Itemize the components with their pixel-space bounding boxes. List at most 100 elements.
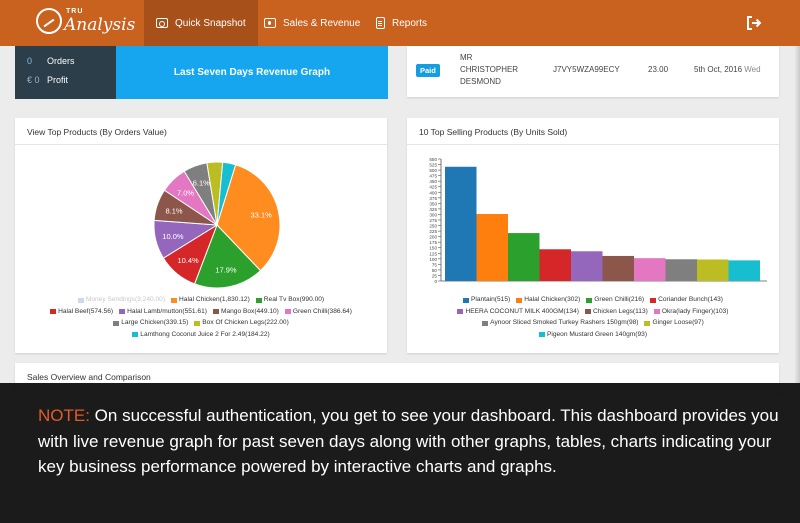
bar[interactable] [539, 249, 572, 281]
legend-item[interactable]: Coriander Bunch(143) [650, 295, 723, 305]
y-tick-label: 450 [429, 179, 437, 184]
legend-item[interactable]: Green Chilli(386.64) [284, 307, 352, 317]
pie-slice-label: 6.1% [193, 178, 210, 187]
pie-slice[interactable] [216, 161, 237, 226]
app-logo[interactable]: TRU Analysis [36, 6, 135, 40]
bar[interactable] [697, 259, 729, 281]
legend-swatch [194, 320, 201, 326]
order-code: J7VY5WZA99ECY [553, 65, 620, 74]
legend-label: Lamthong Coconut Juice 2 For 2.49(184.22… [140, 330, 270, 338]
legend-row: Pigeon Mustard Green 140gm(93) [407, 330, 779, 342]
y-tick-label: 50 [432, 268, 438, 273]
legend-item[interactable]: Box Of Chicken Legs(222.00) [194, 318, 289, 328]
legend-item[interactable]: Halal Chicken(1,830.12) [171, 295, 250, 305]
note-label: NOTE: [38, 406, 90, 425]
legend-label: Aynoor Sliced Smoked Turkey Rashers 150g… [490, 319, 639, 326]
legend-row: HEERA COCONUT MILK 400GM(134) Chicken Leg… [407, 307, 779, 319]
legend-item[interactable]: Halal Beef(574.56) [50, 307, 113, 317]
top-selling-bar-card: 10 Top Selling Products (By Units Sold) … [407, 118, 779, 353]
bar[interactable] [634, 258, 666, 281]
legend-item[interactable]: Mango Box(449.10) [212, 307, 279, 317]
bar[interactable] [476, 214, 509, 281]
bar[interactable] [602, 255, 635, 281]
nav-label: Sales & Revenue [283, 17, 361, 29]
legend-swatch [644, 320, 651, 326]
legend-row: Money Sendings(3,240.00) Halal Chicken(1,… [15, 295, 387, 307]
bar-chart[interactable]: 0255075100125150175200225250275300325350… [407, 145, 779, 295]
legend-item[interactable]: Real Tv Box(990.00) [255, 295, 324, 305]
y-tick-label: 525 [429, 163, 437, 168]
legend-swatch [584, 309, 591, 314]
legend-item[interactable]: Halal Chicken(302) [516, 295, 580, 305]
legend-item[interactable]: Money Sendings(3,240.00) [77, 295, 166, 305]
legend-swatch [482, 320, 489, 326]
profit-value: € 0 [27, 75, 40, 85]
legend-swatch [462, 297, 469, 303]
card-title: View Top Products (By Orders Value) [27, 127, 167, 137]
legend-label: Okra(lady Finger)(103) [661, 307, 729, 315]
legend-item[interactable]: Halal Lamb/mutton(551.61) [119, 307, 207, 317]
nav-reports[interactable]: Reports [364, 0, 439, 46]
y-tick-label: 300 [429, 212, 437, 217]
legend-label: Ginger Loose(97) [652, 319, 704, 326]
bar[interactable] [571, 251, 603, 281]
legend-item[interactable]: HEERA COCONUT MILK 400GM(134) [457, 307, 579, 317]
legend-label: Mango Box(449.10) [220, 307, 279, 315]
pie-slice[interactable] [216, 164, 281, 272]
legend-swatch [171, 297, 178, 303]
order-day: Wed [744, 65, 761, 74]
y-tick-label: 125 [429, 251, 437, 256]
customer-name-line: DESMOND [460, 77, 501, 86]
logout-icon[interactable] [746, 15, 762, 31]
orders-label: Orders [47, 56, 75, 66]
pie-chart[interactable]: 33.1% 17.9% 10.4% 10.0% 8.1% 7.0%6.1% [15, 145, 387, 295]
legend-item[interactable]: Aynoor Sliced Smoked Turkey Rashers 150g… [482, 318, 638, 328]
nav-quick-snapshot[interactable]: Quick Snapshot [144, 0, 258, 46]
legend-swatch [284, 309, 291, 314]
order-amount: 23.00 [648, 65, 669, 74]
legend-item[interactable]: Lamthong Coconut Juice 2 For 2.49(184.22… [132, 330, 270, 340]
legend-item[interactable]: Plantain(515) [462, 295, 511, 305]
legend-label: Halal Lamb/mutton(551.61) [127, 307, 207, 315]
revenue-graph-banner[interactable]: Last Seven Days Revenue Graph [116, 46, 388, 99]
legend-label: Money Sendings(3,240.00) [85, 296, 166, 303]
pie-slice-label: 10.0% [162, 232, 184, 241]
pie-slice-label: 17.9% [215, 265, 237, 274]
y-tick-label: 500 [429, 168, 437, 173]
legend-item[interactable]: Pigeon Mustard Green 140gm(93) [538, 330, 647, 340]
legend-swatch [538, 332, 545, 337]
bar[interactable] [508, 233, 540, 281]
legend-row: Plantain(515) Halal Chicken(302) Green Chi… [407, 295, 779, 307]
y-tick-label: 550 [429, 157, 437, 162]
stats-panel: 0 Orders € 0 Profit [15, 46, 116, 99]
legend-label: Halal Chicken(1,830.12) [179, 296, 250, 303]
card-title: Sales Overview and Comparison [27, 372, 151, 382]
legend-item[interactable]: Green Chilli(216) [586, 295, 644, 305]
bar[interactable] [728, 260, 761, 281]
legend-label: Halal Chicken(302) [524, 296, 581, 303]
y-tick-label: 275 [429, 218, 437, 223]
legend-label: Plantain(515) [470, 296, 511, 303]
bar[interactable] [445, 166, 477, 281]
nav-sales-revenue[interactable]: Sales & Revenue [252, 0, 372, 46]
y-tick-label: 225 [429, 229, 437, 234]
bar-legend: Plantain(515) Halal Chicken(302) Green Chi… [407, 295, 779, 341]
legend-row: Halal Beef(574.56) Halal Lamb/mutton(551.… [15, 307, 387, 319]
pie-legend: Money Sendings(3,240.00) Halal Chicken(1,… [15, 295, 387, 341]
bar[interactable] [665, 259, 698, 281]
y-tick-label: 0 [434, 279, 437, 284]
legend-label: Green Chilli(216) [594, 296, 645, 303]
status-badge: Paid [416, 64, 440, 77]
orders-stat: 0 Orders [27, 56, 75, 66]
y-tick-label: 25 [432, 273, 438, 278]
card-title: 10 Top Selling Products (By Units Sold) [419, 127, 568, 137]
legend-label: Green Chilli(386.64) [292, 307, 352, 315]
legend-label: Halal Beef(574.56) [58, 307, 114, 315]
legend-item[interactable]: Okra(lady Finger)(103) [653, 307, 729, 317]
legend-item[interactable]: Ginger Loose(97) [644, 318, 704, 328]
y-tick-label: 100 [429, 257, 437, 262]
divider [407, 144, 779, 145]
legend-item[interactable]: Large Chicken(339.15) [113, 318, 188, 328]
legend-swatch [255, 297, 262, 303]
legend-item[interactable]: Chicken Legs(113) [584, 307, 648, 317]
